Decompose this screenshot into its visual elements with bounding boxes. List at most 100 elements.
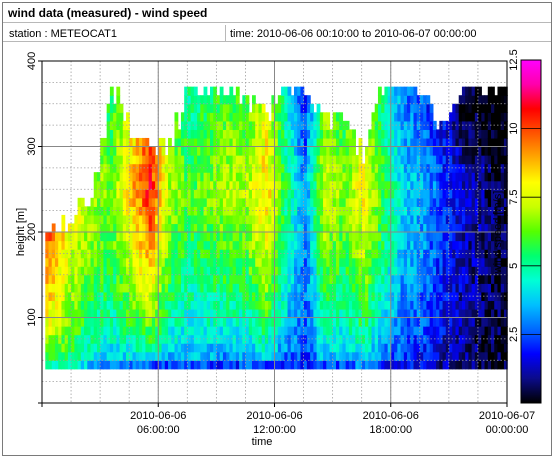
heatmap-cell [64,266,69,276]
heatmap-cell [335,351,340,361]
heatmap-cell [390,197,395,207]
heatmap-cell [116,308,121,319]
heatmap-cell [93,283,98,293]
heatmap-cell [461,249,466,259]
heatmap-cell [500,112,505,122]
heatmap-cell [484,223,489,233]
heatmap-cell [487,343,492,353]
heatmap-cell [455,326,460,336]
heatmap-cell [174,155,179,165]
heatmap-cell [119,214,124,225]
heatmap-cell [148,180,153,190]
heatmap-cell [365,300,369,310]
heatmap-cell [458,197,463,207]
heatmap-cell [429,103,434,113]
heatmap-cell [416,240,421,250]
heatmap-cell [193,283,198,293]
heatmap-cell [461,180,466,190]
heatmap-cell [203,317,208,327]
heatmap-cell [439,308,444,319]
heatmap-cell [429,326,434,336]
heatmap-cell [219,86,224,96]
heatmap-cell [277,180,282,190]
heatmap-cell [458,240,463,250]
heatmap-cell [500,172,505,182]
heatmap-cell [290,146,295,156]
heatmap-cell [213,266,218,276]
heatmap-cell [310,274,314,284]
heatmap-cell [390,300,395,310]
heatmap-cell [410,95,415,105]
heatmap-cell [374,232,379,242]
heatmap-cell [67,274,72,284]
heatmap-cell [442,180,447,190]
heatmap-cell [197,103,201,113]
heatmap-cell [242,266,247,276]
heatmap-cell [400,206,405,216]
heatmap-cell [394,112,398,122]
heatmap-cell [122,257,127,267]
heatmap-cell [410,120,415,130]
heatmap-cell [365,214,369,225]
heatmap-cell [474,232,479,242]
heatmap-cell [113,112,117,122]
heatmap-cell [145,189,150,199]
heatmap-cell [184,283,189,293]
heatmap-cell [164,300,169,310]
heatmap-cell [277,103,282,113]
heatmap-cell [87,300,92,310]
heatmap-cell [277,266,282,276]
heatmap-cell [481,129,486,139]
heatmap-cell [245,266,250,276]
heatmap-cell [71,351,75,361]
heatmap-cell [190,326,195,336]
heatmap-cell [413,249,418,259]
heatmap-cell [100,155,105,165]
heatmap-cell [316,317,321,327]
heatmap-cell [74,326,79,336]
heatmap-cell [290,360,295,370]
heatmap-cell [323,163,327,173]
heatmap-cell [206,343,211,353]
heatmap-cell [387,232,392,242]
heatmap-cell [106,308,111,319]
heatmap-cell [300,308,305,319]
heatmap-cell [168,308,172,319]
heatmap-cell [478,351,482,361]
heatmap-cell [54,351,59,361]
heatmap-cell [397,103,402,113]
heatmap-cell [361,163,366,173]
heatmap-cell [319,360,324,370]
heatmap-cell [481,223,486,233]
heatmap-cell [80,317,85,327]
heatmap-cell [426,95,431,105]
heatmap-cell [306,308,311,319]
heatmap-cell [151,249,156,259]
heatmap-cell [429,223,434,233]
heatmap-cell [161,266,166,276]
heatmap-cell [252,172,256,182]
heatmap-cell [494,214,499,225]
heatmap-cell [122,308,127,319]
heatmap-cell [109,95,114,105]
heatmap-cell [358,155,363,165]
heatmap-cell [300,189,305,199]
heatmap-cell [397,300,402,310]
heatmap-cell [264,232,269,242]
heatmap-cell [164,317,169,327]
heatmap-cell [381,172,386,182]
heatmap-cell [113,274,117,284]
heatmap-cell [358,180,363,190]
heatmap-cell [484,112,489,122]
heatmap-cell [374,334,379,344]
heatmap-cell [252,112,256,122]
heatmap-cell [261,189,266,199]
heatmap-cell [474,266,479,276]
heatmap-cell [293,180,298,190]
heatmap-cell [371,360,376,370]
heatmap-cell [61,343,66,353]
heatmap-cell [491,214,495,225]
heatmap-cell [229,86,234,96]
heatmap-cell [200,308,205,319]
heatmap-cell [481,146,486,156]
